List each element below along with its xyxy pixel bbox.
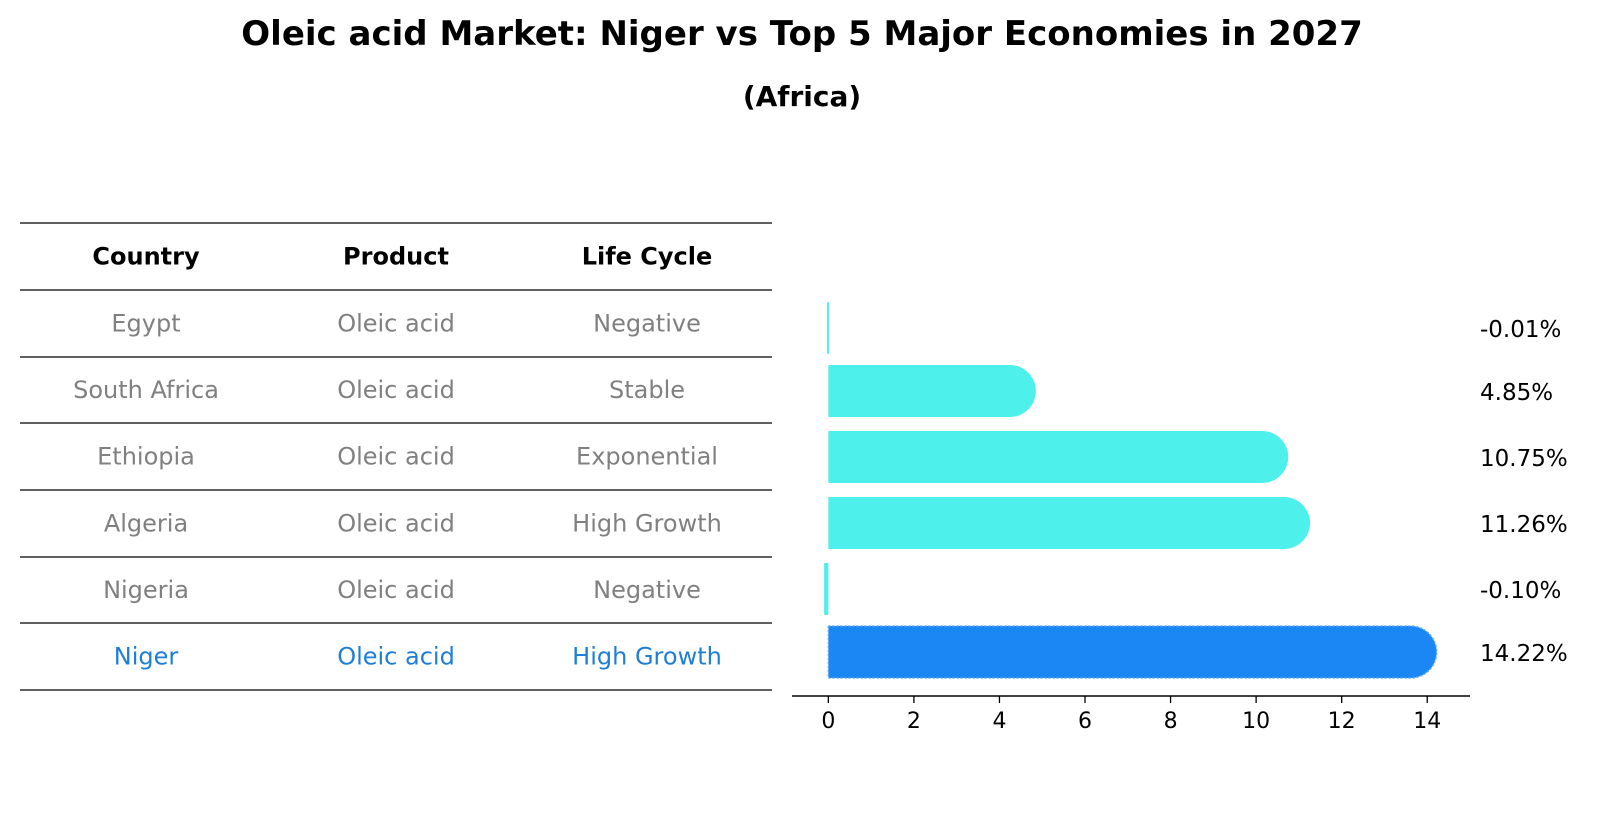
table-cell-life-cycle: High Growth — [572, 643, 722, 671]
table-cell-product: Oleic acid — [337, 376, 455, 404]
x-tick-label: 0 — [821, 709, 835, 734]
table-cell-product: Oleic acid — [337, 643, 455, 671]
table-cell-country: Niger — [114, 643, 179, 671]
bar-niger — [827, 625, 1438, 679]
table-header-product: Product — [343, 243, 449, 271]
x-tick-label: 6 — [1078, 709, 1092, 734]
chart-title: Oleic acid Market: Niger vs Top 5 Major … — [241, 14, 1363, 54]
bar-ethiopia — [828, 431, 1289, 483]
value-label: -0.01% — [1480, 317, 1561, 343]
table-cell-country: Algeria — [104, 510, 188, 538]
table-cell-life-cycle: Stable — [609, 376, 685, 404]
bar-chart: -0.01% 4.85% 10.75% 11.26% -0.10% 14.22% 0 2 4 6 8… — [792, 302, 1568, 734]
table-cell-life-cycle: Negative — [593, 310, 701, 338]
value-label: 11.26% — [1480, 512, 1568, 538]
table-cell-product: Oleic acid — [337, 576, 455, 604]
x-tick-label: 8 — [1164, 709, 1178, 734]
table-cell-country: Ethiopia — [97, 443, 195, 471]
chart-subtitle: (Africa) — [742, 80, 862, 113]
table-cell-country: South Africa — [73, 376, 219, 404]
value-label: 4.85% — [1480, 380, 1553, 406]
table-header-life-cycle: Life Cycle — [582, 243, 713, 271]
bar-algeria — [828, 497, 1311, 549]
value-label: 10.75% — [1480, 446, 1568, 472]
table-cell-product: Oleic acid — [337, 310, 455, 338]
table-cell-life-cycle: Exponential — [576, 443, 718, 471]
table-header-country: Country — [92, 243, 200, 271]
value-label: 14.22% — [1480, 641, 1568, 667]
value-label: -0.10% — [1480, 578, 1561, 604]
table-cell-life-cycle: High Growth — [572, 510, 722, 538]
table-cell-product: Oleic acid — [337, 443, 455, 471]
bar-south-africa — [828, 365, 1036, 417]
x-tick-label: 10 — [1242, 709, 1270, 734]
table-cell-country: Nigeria — [103, 576, 189, 604]
x-tick-label: 4 — [992, 709, 1006, 734]
bar-nigeria — [824, 563, 829, 615]
table-cell-life-cycle: Negative — [593, 576, 701, 604]
x-tick-label: 12 — [1328, 709, 1356, 734]
x-tick-label: 2 — [907, 709, 921, 734]
data-table: Country Product Life Cycle Egypt Oleic acid N… — [20, 222, 772, 691]
table-cell-product: Oleic acid — [337, 510, 455, 538]
table-cell-country: Egypt — [111, 310, 180, 338]
x-tick-label: 14 — [1413, 709, 1441, 734]
bar-egypt — [826, 302, 829, 354]
